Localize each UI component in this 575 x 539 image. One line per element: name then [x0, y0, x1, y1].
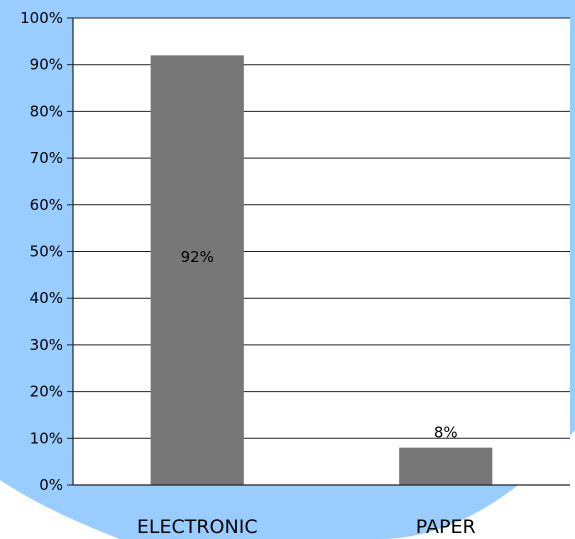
y-tick-label: 60% — [30, 196, 63, 214]
axes — [67, 17, 570, 486]
y-tick-label: 90% — [30, 56, 63, 74]
y-tick-label: 0% — [39, 476, 63, 494]
bar — [150, 55, 244, 486]
x-category-label: PAPER — [416, 516, 476, 538]
labels: 0% 10% 20% 30% 40% 50% 60% 70% 80% 90% 100% 92% ELEC… — [20, 9, 476, 538]
y-tick-label: 30% — [30, 336, 63, 354]
bars — [150, 55, 493, 486]
data-label: 92% — [181, 248, 214, 266]
x-category-label: ELECTRONIC — [137, 516, 258, 538]
y-tick-label: 40% — [30, 289, 63, 307]
y-tick-label: 20% — [30, 383, 63, 401]
y-tick-label: 100% — [20, 9, 63, 27]
y-tick-label: 70% — [30, 149, 63, 167]
y-tick-label: 80% — [30, 102, 63, 120]
y-tick-label: 50% — [30, 243, 63, 261]
bar — [399, 447, 493, 485]
y-tick-label: 10% — [30, 429, 63, 447]
data-label: 8% — [434, 424, 458, 442]
